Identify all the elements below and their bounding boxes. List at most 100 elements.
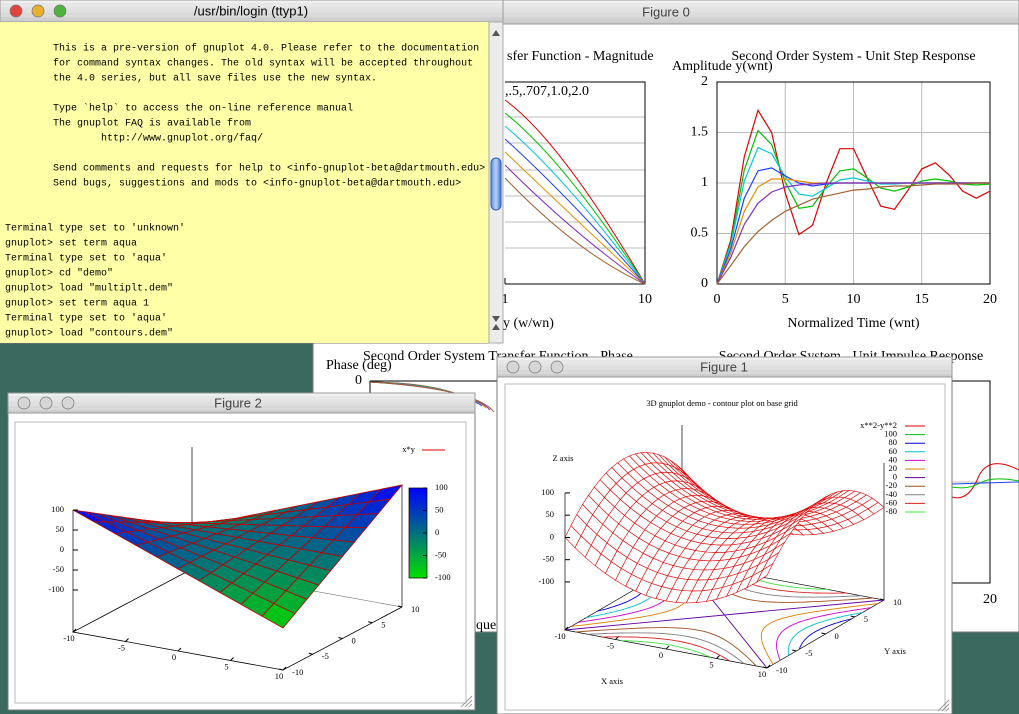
x-tick	[564, 626, 569, 631]
y-tick-label: 0	[835, 631, 839, 641]
y-tick-label: 10	[411, 604, 420, 614]
x-tick-label: 10	[638, 292, 652, 307]
key-label: 20	[889, 463, 898, 473]
terminal-line: Send comments and requests for help to <…	[5, 163, 485, 175]
resize-grip	[941, 703, 950, 712]
curve	[504, 164, 646, 285]
curve	[504, 151, 646, 285]
scroll-down-arrow[interactable]	[492, 316, 500, 322]
series-line	[716, 129, 991, 285]
window: Figure 1 3D gnuplot demo - contour plot o…	[496, 356, 953, 714]
title-bar	[7, 392, 476, 414]
colorbar-tick-label: 100	[435, 482, 448, 492]
terminal-line: gnuplot> load "contours.dem"	[5, 328, 173, 340]
key-label: -40	[886, 489, 897, 499]
x-tick-label: -10	[554, 631, 565, 641]
colorbar-tick-label: -50	[435, 549, 446, 559]
scroll-up-arrow[interactable]	[492, 324, 500, 330]
key-label: 0	[893, 472, 897, 482]
x-tick-label: -10	[63, 633, 74, 643]
surface-patch	[756, 562, 774, 583]
y-tick-label: 0	[352, 635, 356, 645]
axis-label: Normalized Time (wnt)	[787, 316, 920, 331]
curve	[504, 138, 646, 285]
close-button[interactable]	[9, 4, 23, 18]
y-tick-label: 0	[355, 373, 362, 388]
terminal-line: gnuplot> load "multiplt.dem"	[5, 283, 173, 295]
colorbar-tick-label: 50	[435, 504, 444, 514]
resize-grip	[464, 699, 473, 708]
scrollbar-thumb[interactable]	[490, 157, 502, 211]
y-tick	[278, 668, 284, 671]
x-tick	[125, 638, 129, 642]
zoom-button[interactable]	[61, 396, 75, 410]
y-tick	[338, 637, 343, 639]
surface-patch	[261, 603, 296, 629]
x-tick-label: 20	[983, 592, 997, 607]
colorbar-tick-label: -100	[435, 572, 451, 582]
z-tick-label: 50	[56, 524, 65, 534]
y-tick-label: -10	[776, 665, 787, 675]
z-tick-label: 50	[546, 509, 555, 519]
plot-title: Second Order System - Unit Step Response	[731, 49, 975, 64]
terminal-text-area	[0, 22, 489, 343]
axis-label: Phase (deg)	[326, 358, 392, 373]
x-tick-label: 10	[758, 669, 767, 679]
key-label: -80	[886, 506, 897, 516]
z-tick-label: -50	[543, 554, 554, 564]
z-tick-label: -100	[538, 576, 554, 586]
x-tick	[282, 666, 287, 671]
zoom-button[interactable]	[550, 360, 564, 374]
series-line	[716, 182, 990, 285]
key-label: -20	[886, 480, 897, 490]
y-tick-label: 0	[701, 276, 708, 291]
y-tick-label: -5	[322, 651, 329, 661]
x-tick-label: -5	[118, 642, 125, 652]
x-tick-label: 10	[847, 292, 861, 307]
x-tick-label: 5	[709, 659, 713, 669]
axis-label: X axis	[601, 676, 623, 686]
terminal-line: gnuplot> set term aqua	[5, 238, 137, 250]
terminal-line: Terminal type set to 'aqua'	[5, 313, 167, 325]
window-title: Figure 1	[700, 359, 748, 374]
x-tick-label: 20	[983, 292, 997, 307]
close-button[interactable]	[506, 360, 520, 374]
terminal-line: gnuplot> cd "demo"	[5, 268, 113, 280]
y-tick-label: 5	[864, 614, 868, 624]
zoom-button[interactable]	[53, 4, 67, 18]
plot-title: sfer Function - Magnitude	[507, 49, 654, 64]
close-button[interactable]	[17, 396, 31, 410]
x-tick	[766, 664, 771, 669]
key-label: -60	[886, 497, 897, 507]
terminal-line: for command syntax changes. The old synt…	[5, 58, 473, 70]
x-tick	[716, 655, 720, 659]
resize-grip	[460, 695, 473, 708]
x-tick	[72, 628, 77, 633]
scroll-up-arrow[interactable]	[492, 30, 500, 36]
curve	[504, 177, 646, 285]
terminal-line: the 4.0 series, but all save files use t…	[5, 73, 377, 85]
key-label: 80	[889, 437, 898, 447]
minimize-button[interactable]	[528, 360, 542, 374]
window: /usr/bin/login (ttyp1) This is a pre-ver…	[0, 0, 504, 344]
y-tick	[762, 666, 768, 669]
minimize-button[interactable]	[39, 396, 53, 410]
window-title: Figure 0	[642, 4, 690, 19]
x-tick-label: 15	[915, 292, 929, 307]
z-tick-label: 100	[51, 504, 64, 514]
colorbar-tick-label: 0	[435, 527, 439, 537]
y-tick-label: 10	[893, 597, 902, 607]
axis-label: Z axis	[552, 453, 573, 463]
curve	[951, 481, 1019, 485]
terminal-line: This is a pre-version of gnuplot 4.0. Pl…	[5, 43, 479, 55]
window-title: /usr/bin/login (ttyp1)	[194, 3, 308, 18]
x-tick	[615, 636, 619, 640]
resize-grip	[937, 699, 950, 712]
terminal-line: Terminal type set to 'unknown'	[5, 223, 185, 235]
series-line	[716, 108, 991, 285]
minimize-button[interactable]	[31, 4, 45, 18]
terminal-line: Type `help` to access the on-line refere…	[5, 102, 353, 115]
key-label: 100	[884, 429, 897, 439]
